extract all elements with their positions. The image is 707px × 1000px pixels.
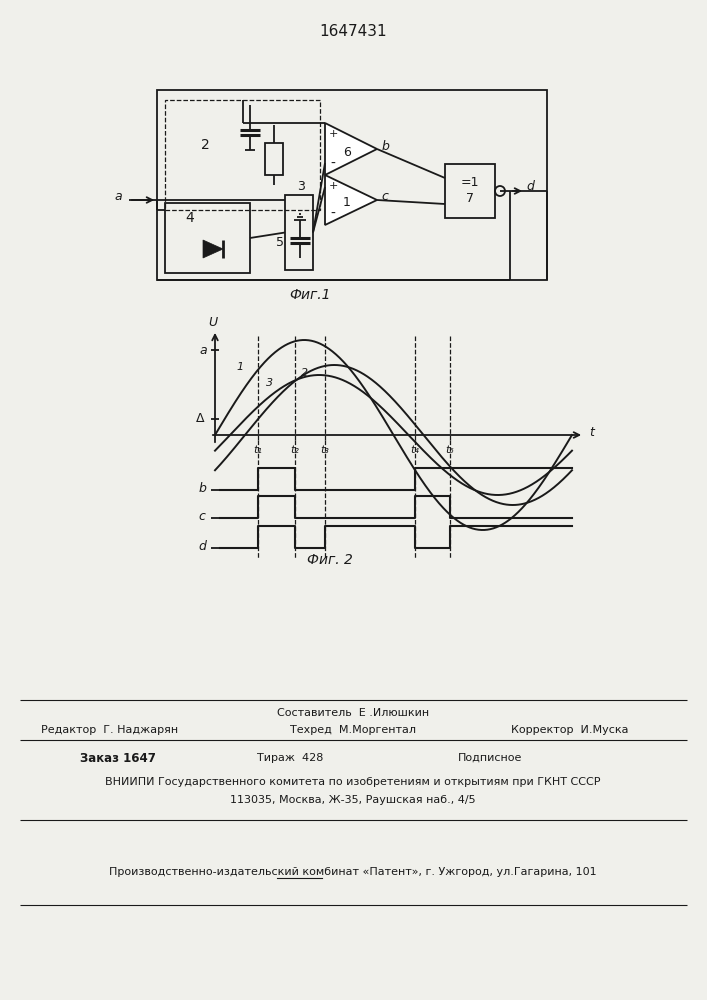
Text: U: U — [209, 316, 218, 330]
Text: t₄: t₄ — [411, 445, 419, 455]
Polygon shape — [325, 123, 377, 175]
Bar — [265, 143, 283, 175]
Text: 7: 7 — [466, 192, 474, 206]
Text: 3: 3 — [297, 180, 305, 192]
Text: a: a — [199, 344, 207, 357]
Bar — [165, 100, 320, 210]
Text: t₃: t₃ — [320, 445, 329, 455]
Text: b: b — [381, 139, 389, 152]
Text: -: - — [331, 157, 335, 171]
Text: 3: 3 — [267, 378, 274, 388]
Text: +: + — [328, 129, 338, 139]
Text: ВНИИПИ Государственного комитета по изобретениям и открытиям при ГКНТ СССР: ВНИИПИ Государственного комитета по изоб… — [105, 777, 601, 787]
Text: Корректор  И.Муска: Корректор И.Муска — [511, 725, 629, 735]
Text: t₂: t₂ — [291, 445, 300, 455]
Polygon shape — [203, 240, 223, 258]
Text: 2: 2 — [201, 138, 209, 152]
Text: 4: 4 — [186, 211, 194, 225]
Text: +: + — [328, 181, 338, 191]
Text: t: t — [590, 426, 595, 438]
Text: t₅: t₅ — [445, 445, 455, 455]
Text: =1: =1 — [461, 176, 479, 190]
Text: Техред  М.Моргентал: Техред М.Моргентал — [290, 725, 416, 735]
Text: 1647431: 1647431 — [319, 24, 387, 39]
Text: Редактор  Г. Наджарян: Редактор Г. Наджарян — [42, 725, 179, 735]
Text: 6: 6 — [343, 145, 351, 158]
Text: 1: 1 — [236, 362, 244, 372]
Text: Составитель  Е .Илюшкин: Составитель Е .Илюшкин — [277, 708, 429, 718]
Polygon shape — [325, 175, 377, 225]
Bar — [157, 90, 547, 280]
Text: Фиг.1: Фиг.1 — [289, 288, 331, 302]
Text: d: d — [198, 540, 206, 554]
Text: Заказ 1647: Заказ 1647 — [80, 752, 156, 764]
Text: d: d — [526, 180, 534, 194]
Text: b: b — [198, 483, 206, 495]
Text: 5: 5 — [276, 236, 284, 249]
Bar — [285, 195, 313, 270]
Text: 113035, Москва, Ж-35, Раушская наб., 4/5: 113035, Москва, Ж-35, Раушская наб., 4/5 — [230, 795, 476, 805]
Text: Δ: Δ — [196, 412, 204, 426]
Text: -: - — [331, 207, 335, 221]
Text: c: c — [199, 510, 206, 524]
Bar — [445, 164, 495, 218]
Text: t₁: t₁ — [254, 445, 262, 455]
Text: Тираж  428: Тираж 428 — [257, 753, 323, 763]
Text: Фиг. 2: Фиг. 2 — [307, 553, 353, 567]
Text: 2: 2 — [301, 368, 308, 378]
Text: Производственно-издательский комбинат «Патент», г. Ужгород, ул.Гагарина, 101: Производственно-издательский комбинат «П… — [109, 867, 597, 877]
Text: c: c — [382, 190, 388, 204]
Text: Подписное: Подписное — [458, 753, 522, 763]
Text: a: a — [115, 190, 122, 204]
Bar — [165, 203, 250, 273]
Text: 1: 1 — [343, 196, 351, 210]
